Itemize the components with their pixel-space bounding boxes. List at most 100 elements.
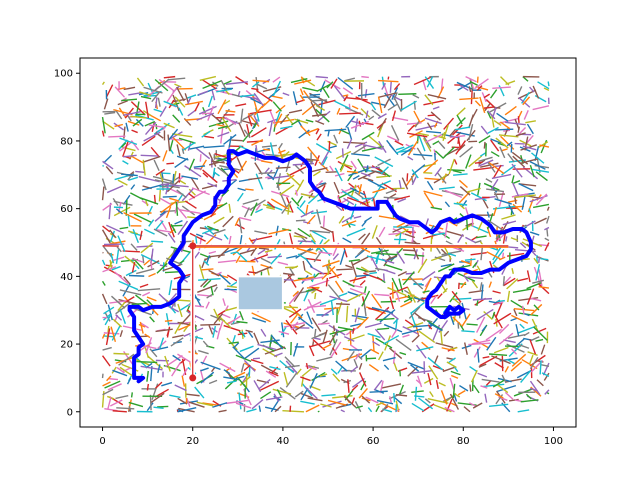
network-segment [157, 340, 167, 349]
network-segment [480, 247, 483, 261]
network-segment [411, 169, 419, 179]
network-segment [418, 134, 426, 152]
network-segment [153, 108, 163, 113]
network-segment [457, 137, 461, 148]
network-segment [466, 323, 478, 326]
network-segment [342, 237, 352, 244]
network-segment [297, 227, 311, 238]
network-segment [202, 279, 212, 289]
network-segment [482, 356, 490, 359]
network-segment [115, 394, 129, 400]
network-segment [113, 352, 130, 355]
network-segment [221, 116, 232, 132]
network-segment [189, 145, 205, 150]
network-segment [285, 319, 298, 335]
network-segment [520, 369, 532, 383]
network-segment [518, 296, 539, 302]
network-segment [333, 85, 346, 101]
network-segment [414, 395, 425, 398]
network-segment [186, 397, 191, 407]
network-segment [269, 142, 275, 156]
network-segment [310, 99, 328, 102]
network-segment [512, 180, 521, 185]
network-segment [181, 187, 195, 202]
network-segment [426, 320, 443, 331]
network-segment [519, 242, 527, 249]
network-segment [367, 179, 386, 190]
network-segment [457, 233, 464, 244]
network-segment [257, 343, 277, 351]
network-segment [252, 79, 270, 83]
network-segment [170, 337, 184, 347]
network-segment [352, 144, 368, 155]
network-segment [530, 336, 540, 342]
network-segment [432, 106, 440, 110]
network-segment [157, 97, 161, 107]
network-segment [212, 81, 219, 87]
network-segment [176, 189, 187, 199]
network-segment [479, 282, 483, 291]
network-segment [360, 349, 372, 359]
network-segment [350, 260, 357, 277]
network-segment [343, 395, 357, 408]
network-segment [541, 372, 550, 377]
network-segment [427, 357, 444, 371]
network-segment [303, 221, 311, 225]
network-segment [395, 393, 408, 397]
network-segment [387, 76, 390, 80]
network-segment [446, 361, 457, 369]
network-segment [510, 237, 519, 241]
network-segment [450, 370, 461, 376]
network-segment [225, 399, 249, 405]
network-segment [413, 312, 426, 322]
network-segment [327, 259, 330, 275]
network-segment [265, 396, 283, 401]
network-segment [508, 204, 515, 215]
network-segment [354, 352, 361, 360]
network-segment [483, 311, 493, 320]
network-segment [374, 328, 386, 341]
network-segment [508, 398, 519, 402]
network-segment [287, 166, 307, 177]
network-segment [116, 367, 125, 374]
network-segment [182, 141, 196, 151]
network-segment [290, 321, 299, 331]
network-segment [189, 232, 206, 242]
network-segment [529, 339, 537, 355]
network-segment [459, 146, 473, 158]
network-segment [172, 137, 187, 151]
network-segment [475, 235, 487, 239]
network-segment [470, 79, 475, 90]
network-segment [302, 86, 318, 92]
network-segment [412, 245, 420, 260]
network-segment [443, 117, 455, 130]
network-segment [381, 82, 387, 90]
network-segment [315, 128, 320, 135]
network-segment [140, 242, 154, 254]
network-segment [203, 260, 210, 266]
network-segment [188, 192, 196, 199]
network-segment [166, 162, 174, 165]
network-segment [289, 314, 298, 324]
network-segment [343, 95, 348, 102]
network-segment [137, 288, 161, 292]
network-segment [239, 235, 243, 246]
network-segment [350, 160, 357, 170]
network-segment [451, 290, 462, 303]
network-segment [352, 256, 369, 266]
network-segment [187, 97, 192, 105]
network-segment [239, 376, 251, 386]
network-segment [397, 198, 407, 203]
network-segment [410, 301, 425, 314]
network-segment [365, 110, 369, 119]
network-segment [102, 388, 114, 396]
network-segment [198, 277, 221, 281]
network-segment [138, 323, 146, 328]
network-segment [527, 351, 538, 356]
markers [189, 242, 197, 382]
network-segment [305, 288, 315, 293]
network-segment [417, 375, 423, 388]
network-segment [245, 329, 253, 333]
network-segment [306, 95, 321, 108]
network-segment [407, 361, 426, 370]
